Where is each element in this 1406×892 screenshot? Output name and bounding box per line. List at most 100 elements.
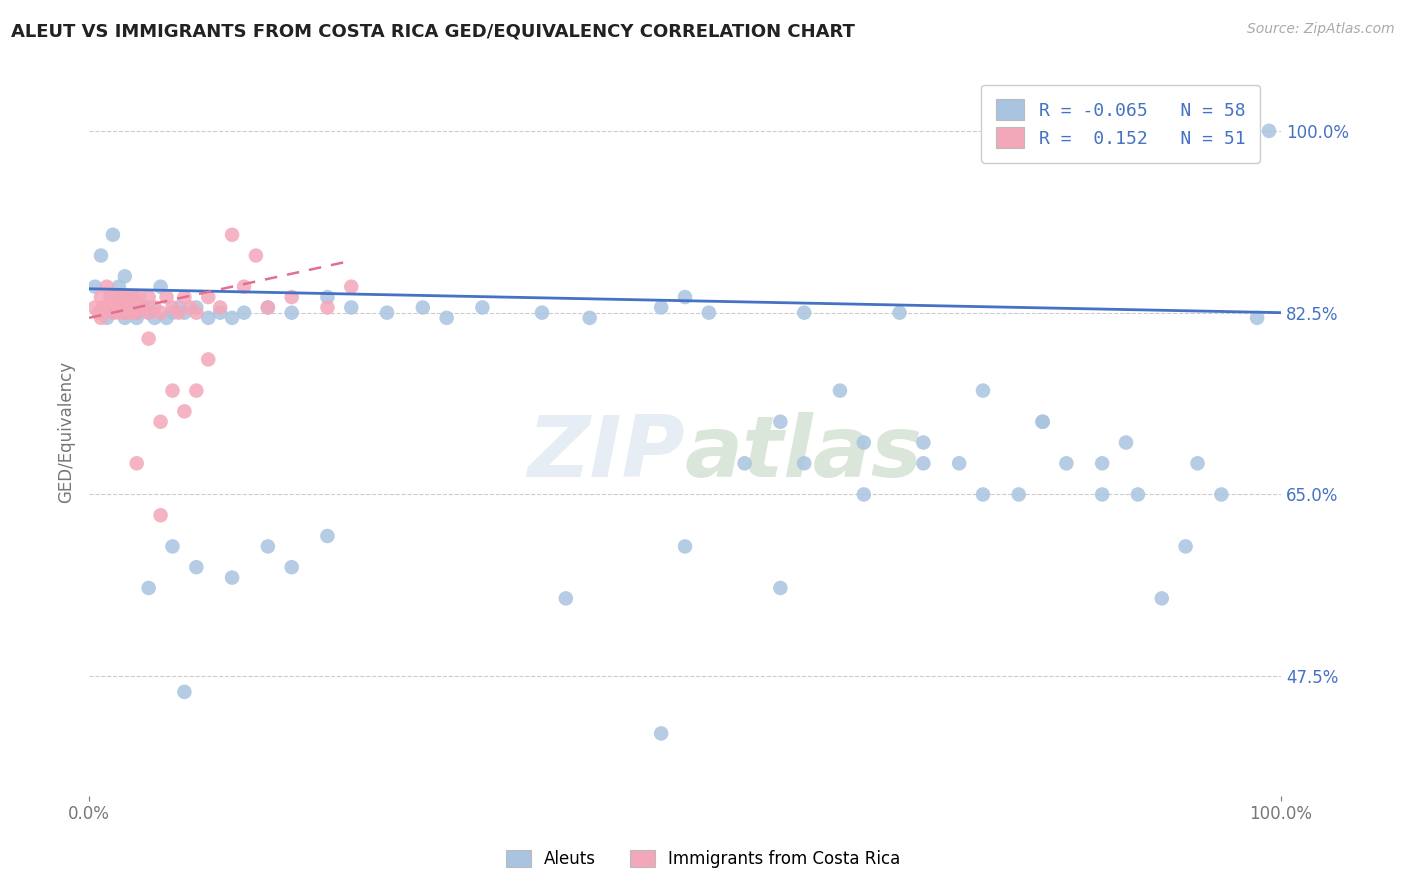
Point (530, 306, 553, 320)
Point (125, 306, 148, 320)
Point (138, 290, 160, 304)
Point (149, 508, 172, 523)
Point (114, 301, 136, 315)
Point (173, 685, 195, 699)
Point (162, 384, 184, 398)
Point (793, 306, 815, 320)
Point (1115, 435, 1137, 450)
Point (108, 306, 131, 320)
Point (734, 456, 756, 470)
Point (221, 310, 243, 325)
Point (186, 301, 208, 315)
Point (114, 306, 136, 320)
Text: atlas: atlas (685, 412, 924, 495)
Point (114, 269, 136, 284)
Point (1211, 487, 1233, 501)
Point (769, 581, 792, 595)
Point (852, 487, 875, 501)
Point (143, 301, 166, 315)
Point (233, 306, 256, 320)
Point (96, 279, 118, 293)
Point (197, 290, 219, 304)
Point (1187, 456, 1209, 470)
Point (316, 529, 339, 543)
Point (972, 487, 994, 501)
Point (221, 227, 243, 242)
Point (96, 301, 118, 315)
Point (471, 301, 494, 315)
Point (149, 279, 172, 293)
Point (96, 310, 118, 325)
Point (167, 306, 190, 320)
Point (1008, 487, 1031, 501)
Point (316, 290, 339, 304)
Point (108, 279, 131, 293)
Point (436, 310, 458, 325)
Point (316, 301, 339, 315)
Point (104, 290, 127, 304)
Point (143, 310, 166, 325)
Point (93, 301, 115, 315)
Point (120, 306, 142, 320)
Point (209, 306, 232, 320)
Point (793, 456, 815, 470)
Point (108, 301, 131, 315)
Point (179, 301, 201, 315)
Point (87, 306, 110, 320)
Point (100, 290, 122, 304)
Point (1246, 310, 1268, 325)
Point (948, 456, 970, 470)
Point (1054, 456, 1077, 470)
Point (257, 301, 280, 315)
Point (108, 301, 131, 315)
Point (673, 540, 696, 554)
Point (90, 290, 112, 304)
Point (769, 415, 792, 429)
Point (128, 290, 150, 304)
Point (912, 456, 935, 470)
Point (554, 591, 576, 606)
Point (101, 301, 124, 315)
Text: ALEUT VS IMMIGRANTS FROM COSTA RICA GED/EQUIVALENCY CORRELATION CHART: ALEUT VS IMMIGRANTS FROM COSTA RICA GED/… (11, 22, 855, 40)
Y-axis label: GED/Equivalency: GED/Equivalency (58, 361, 75, 503)
Point (197, 352, 219, 367)
Point (125, 306, 148, 320)
Point (114, 310, 136, 325)
Point (90, 248, 112, 262)
Point (912, 435, 935, 450)
Point (138, 306, 160, 320)
Point (101, 306, 124, 320)
Legend: R = -0.065   N = 58, R =  0.152   N = 51: R = -0.065 N = 58, R = 0.152 N = 51 (981, 85, 1260, 162)
Legend: Aleuts, Immigrants from Costa Rica: Aleuts, Immigrants from Costa Rica (499, 843, 907, 875)
Point (650, 726, 672, 740)
Point (280, 560, 302, 574)
Point (131, 301, 153, 315)
Point (233, 279, 256, 293)
Point (340, 279, 363, 293)
Point (186, 560, 208, 574)
Point (162, 540, 184, 554)
Point (1174, 540, 1197, 554)
Point (101, 306, 124, 320)
Point (1091, 487, 1114, 501)
Point (1126, 487, 1149, 501)
Point (111, 290, 134, 304)
Point (138, 306, 160, 320)
Point (162, 301, 184, 315)
Point (125, 301, 148, 315)
Point (149, 306, 172, 320)
Point (340, 301, 363, 315)
Point (155, 310, 177, 325)
Point (1032, 415, 1054, 429)
Point (375, 306, 398, 320)
Point (138, 581, 160, 595)
Point (197, 310, 219, 325)
Point (84, 279, 107, 293)
Point (1150, 591, 1173, 606)
Point (167, 301, 190, 315)
Point (828, 384, 851, 398)
Point (209, 301, 232, 315)
Point (173, 290, 195, 304)
Point (280, 290, 302, 304)
Point (697, 306, 720, 320)
